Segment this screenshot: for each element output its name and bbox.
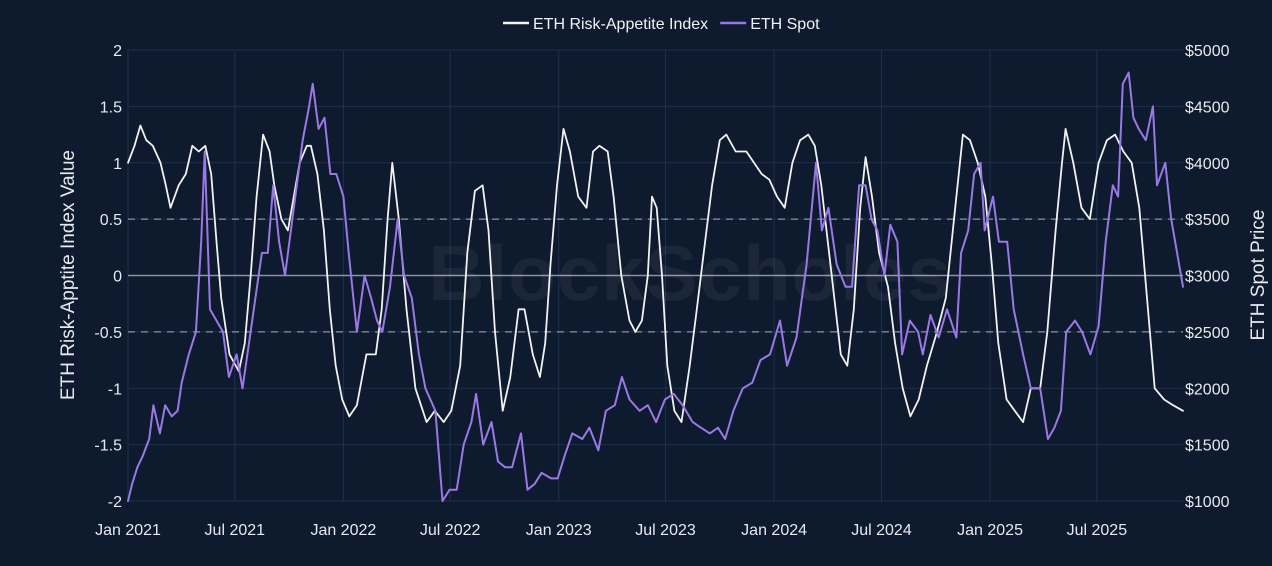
y-left-tick-label: -1	[108, 381, 122, 398]
x-tick-label: Jul 2023	[635, 522, 696, 539]
y-right-tick-label: $5000	[1185, 43, 1230, 60]
left-axis-ticks: 2 1.5 1 0.5 0 -0.5 -1 -1.5 -2	[94, 43, 122, 511]
x-tick-label: Jul 2022	[420, 522, 481, 539]
y-left-tick-label: 1.5	[100, 99, 122, 116]
y-right-tick-label: $3000	[1185, 269, 1230, 286]
reference-lines	[128, 218, 1183, 333]
x-tick-label: Jan 2022	[310, 522, 376, 539]
y-left-axis-title: ETH Risk-Apptite Index Value	[58, 150, 79, 400]
legend: ETH Risk-Appetite Index ETH Spot	[503, 16, 820, 33]
x-tick-label: Jul 2024	[851, 522, 912, 539]
x-tick-label: Jan 2021	[95, 522, 161, 539]
y-right-axis-title: ETH Spot Price	[1248, 210, 1269, 341]
series-layer	[127, 71, 1184, 502]
y-left-tick-label: -1.5	[94, 438, 122, 455]
x-axis-ticks: Jan 2021 Jul 2021 Jan 2022 Jul 2022 Jan 2023…	[95, 522, 1127, 539]
y-right-tick-label: $1000	[1185, 494, 1230, 511]
y-right-tick-label: $3500	[1185, 212, 1230, 229]
y-left-tick-label: 0.5	[100, 212, 122, 229]
y-right-tick-label: $1500	[1185, 438, 1230, 455]
x-tick-label: Jul 2021	[205, 522, 266, 539]
x-tick-label: Jan 2023	[526, 522, 592, 539]
legend-label: ETH Risk-Appetite Index	[533, 16, 708, 33]
x-tick-label: Jan 2024	[741, 522, 807, 539]
y-right-tick-label: $4000	[1185, 156, 1230, 173]
y-left-tick-label: -0.5	[94, 325, 122, 342]
y-right-tick-label: $2500	[1185, 325, 1230, 342]
right-axis-ticks: $5000 $4500 $4000 $3500 $3000 $2500 $2000 $1500…	[1185, 43, 1230, 511]
legend-label: ETH Spot	[750, 16, 820, 33]
x-tick-label: Jul 2025	[1067, 522, 1128, 539]
eth-spot-line	[127, 71, 1184, 502]
y-left-tick-label: 2	[113, 43, 122, 60]
watermark: BlockScholes	[428, 229, 952, 317]
y-right-tick-label: $2000	[1185, 381, 1230, 398]
y-left-tick-label: 0	[113, 269, 122, 286]
risk-index-line	[127, 124, 1184, 423]
y-left-tick-label: 1	[113, 156, 122, 173]
y-right-tick-label: $4500	[1185, 99, 1230, 116]
y-left-tick-label: -2	[108, 494, 122, 511]
x-tick-label: Jan 2025	[957, 522, 1023, 539]
